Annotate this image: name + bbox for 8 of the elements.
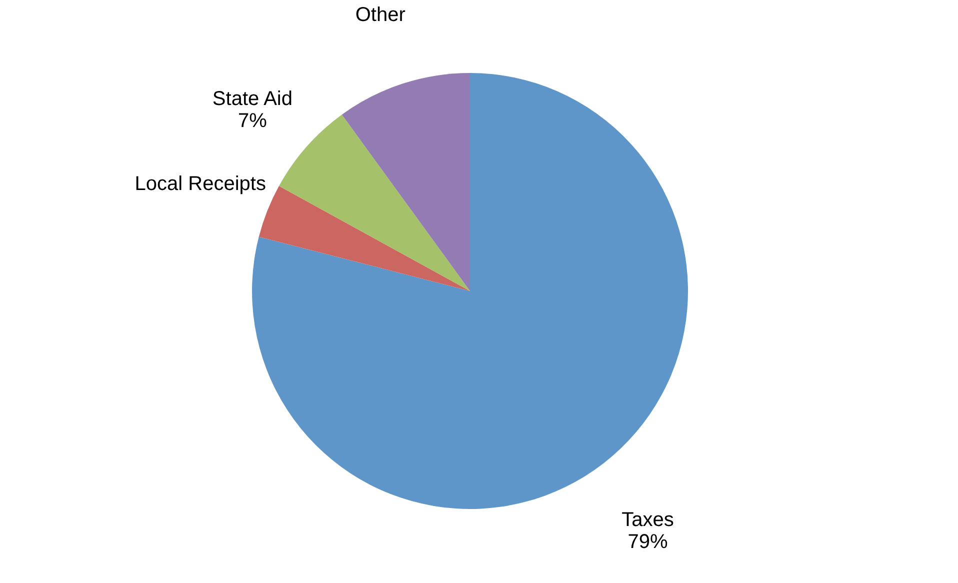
pie-slice — [342, 73, 470, 291]
pie-slice — [278, 114, 470, 291]
slice-label: Other — [355, 4, 406, 26]
slice-label: State Aid — [212, 88, 292, 110]
slice-label: Taxes — [622, 509, 674, 532]
data-label: 79% — [628, 531, 668, 554]
data-label: 7% — [238, 110, 268, 132]
slice-label: Local Receipts — [134, 173, 266, 196]
